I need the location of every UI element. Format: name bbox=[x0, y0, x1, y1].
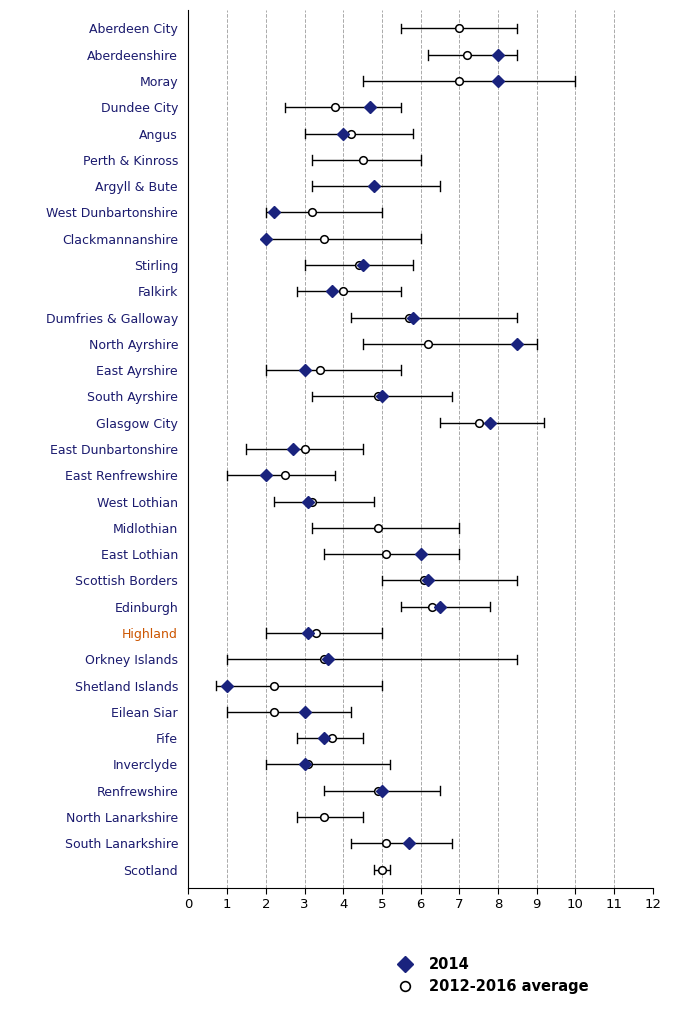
Legend: 2014, 2012-2016 average: 2014, 2012-2016 average bbox=[391, 957, 588, 994]
